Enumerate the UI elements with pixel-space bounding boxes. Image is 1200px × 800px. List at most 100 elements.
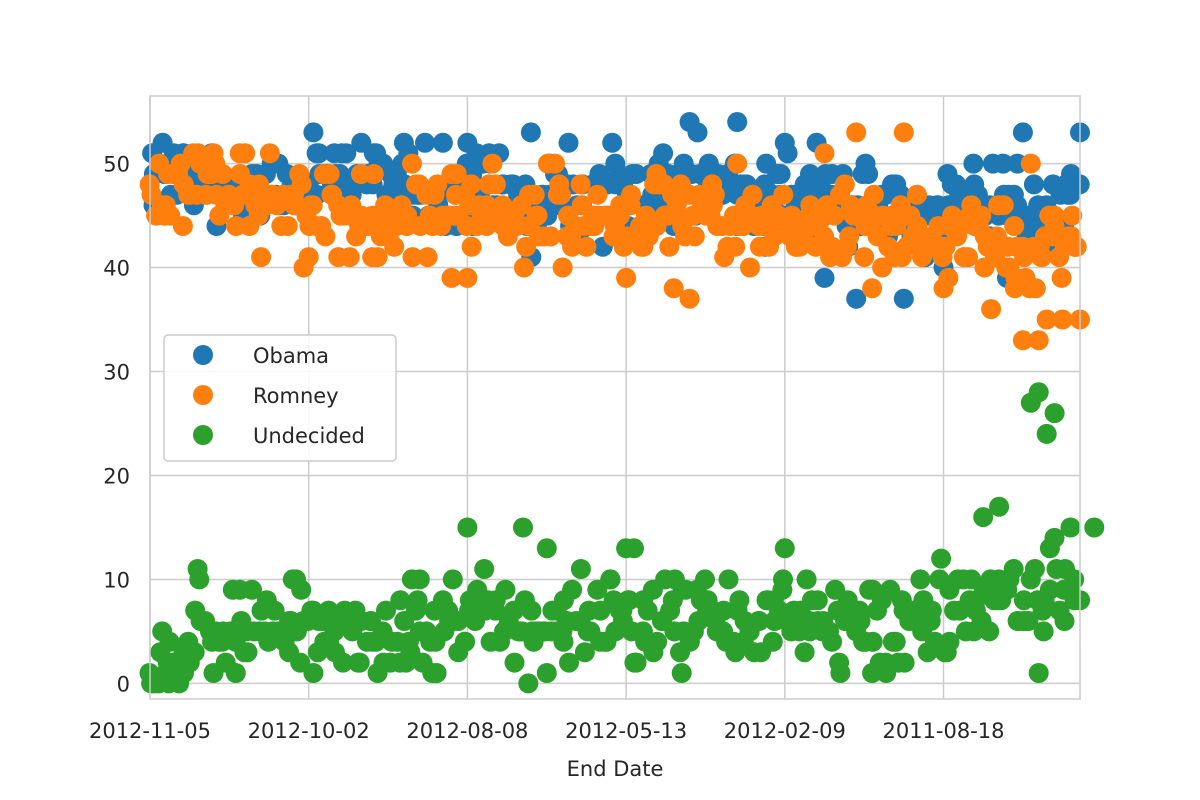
legend-marker-obama — [193, 345, 213, 365]
romney-point — [854, 247, 875, 268]
undecided-point — [671, 663, 692, 683]
undecided-point — [237, 642, 258, 663]
undecided-point — [713, 600, 734, 621]
romney-point — [545, 153, 565, 174]
undecided-point — [349, 652, 370, 673]
obama-point — [432, 132, 453, 153]
romney-point — [1020, 153, 1041, 174]
romney-point — [362, 247, 383, 268]
romney-point — [907, 184, 927, 205]
romney-point — [441, 267, 462, 288]
undecided-point — [409, 569, 430, 590]
romney-point — [907, 216, 928, 236]
romney-point — [402, 247, 423, 268]
obama-point — [602, 132, 623, 153]
y-tick-label: 0 — [117, 672, 130, 696]
obama-point — [626, 164, 647, 184]
romney-point — [725, 236, 746, 257]
legend: Obama Romney Undecided — [163, 334, 397, 462]
undecided-point — [570, 559, 591, 579]
obama-point — [993, 153, 1014, 174]
romney-point — [251, 247, 272, 268]
undecided-point — [885, 631, 906, 652]
undecided-point — [1039, 579, 1060, 600]
romney-point — [427, 174, 448, 195]
undecided-point — [1003, 559, 1024, 579]
undecided-point — [1024, 559, 1045, 579]
undecided-point — [910, 569, 931, 590]
obama-point — [1012, 122, 1033, 143]
undecided-point — [574, 642, 595, 663]
undecided-point — [536, 538, 557, 559]
plot-frame — [149, 95, 1081, 700]
y-axis-ticks: 0 10 20 30 40 50 — [103, 153, 130, 697]
undecided-point — [203, 663, 224, 683]
romney-point — [259, 143, 280, 164]
y-tick-label: 30 — [103, 361, 130, 385]
undecided-point — [618, 590, 638, 611]
undecided-point — [521, 600, 542, 621]
undecided-point — [931, 548, 952, 569]
romney-point — [417, 247, 438, 268]
obama-point — [814, 267, 835, 288]
obama-point — [687, 122, 708, 143]
undecided-point — [921, 600, 942, 621]
romney-point — [993, 195, 1014, 216]
undecided-point — [454, 631, 475, 652]
obama-point — [336, 143, 357, 164]
undecided-point — [1028, 382, 1049, 403]
obama-point — [520, 122, 541, 143]
obama-point — [963, 153, 984, 174]
romney-point — [315, 226, 336, 247]
romney-point — [587, 184, 608, 205]
romney-point — [773, 184, 794, 205]
undecided-point — [850, 611, 871, 631]
undecided-point — [1064, 569, 1085, 590]
undecided-point — [536, 663, 557, 683]
x-axis-label: End Date — [567, 757, 664, 781]
legend-marker-undecided — [193, 425, 213, 445]
romney-point — [1012, 330, 1033, 351]
undecided-point — [518, 673, 539, 694]
undecided-point — [1018, 611, 1039, 631]
legend-label-undecided: Undecided — [253, 424, 365, 448]
romney-point — [277, 216, 298, 236]
undecided-point — [1033, 621, 1054, 642]
series-romney — [139, 122, 1090, 351]
series-undecided — [139, 382, 1105, 694]
x-tick-label: 2012-05-13 — [565, 719, 687, 743]
romney-point — [621, 184, 642, 205]
undecided-point — [626, 652, 647, 673]
undecided-point — [187, 559, 208, 579]
undecided-point — [695, 569, 715, 590]
undecided-point — [637, 600, 658, 621]
romney-point — [298, 247, 319, 268]
romney-point — [663, 278, 684, 299]
undecided-point — [749, 611, 770, 631]
undecided-point — [1036, 423, 1057, 444]
undecided-point — [862, 631, 883, 652]
romney-point — [659, 236, 680, 257]
obama-point — [846, 288, 867, 309]
romney-point — [684, 226, 705, 247]
undecided-point — [989, 496, 1010, 517]
romney-point — [570, 174, 591, 195]
romney-point — [1004, 216, 1025, 236]
romney-point — [1028, 330, 1049, 351]
undecided-point — [794, 642, 815, 663]
romney-point — [235, 143, 256, 164]
undecided-point — [1054, 611, 1075, 631]
romney-point — [1036, 309, 1057, 330]
romney-point — [1032, 247, 1053, 268]
undecided-point — [894, 652, 915, 673]
x-axis-ticks: 2012-11-05 2012-10-02 2012-08-08 2012-05-13… — [89, 719, 1005, 743]
undecided-point — [979, 621, 1000, 642]
undecided-point — [376, 600, 396, 621]
obama-point — [303, 122, 324, 143]
legend-marker-romney — [193, 385, 213, 405]
obama-point — [306, 143, 327, 164]
y-tick-label: 40 — [103, 257, 130, 281]
undecided-point — [830, 663, 851, 683]
romney-point — [1066, 236, 1087, 257]
